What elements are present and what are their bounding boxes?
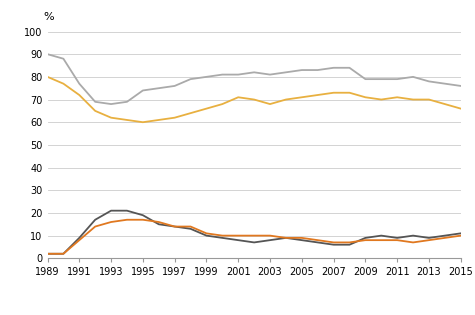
Text: %: % — [43, 12, 54, 22]
